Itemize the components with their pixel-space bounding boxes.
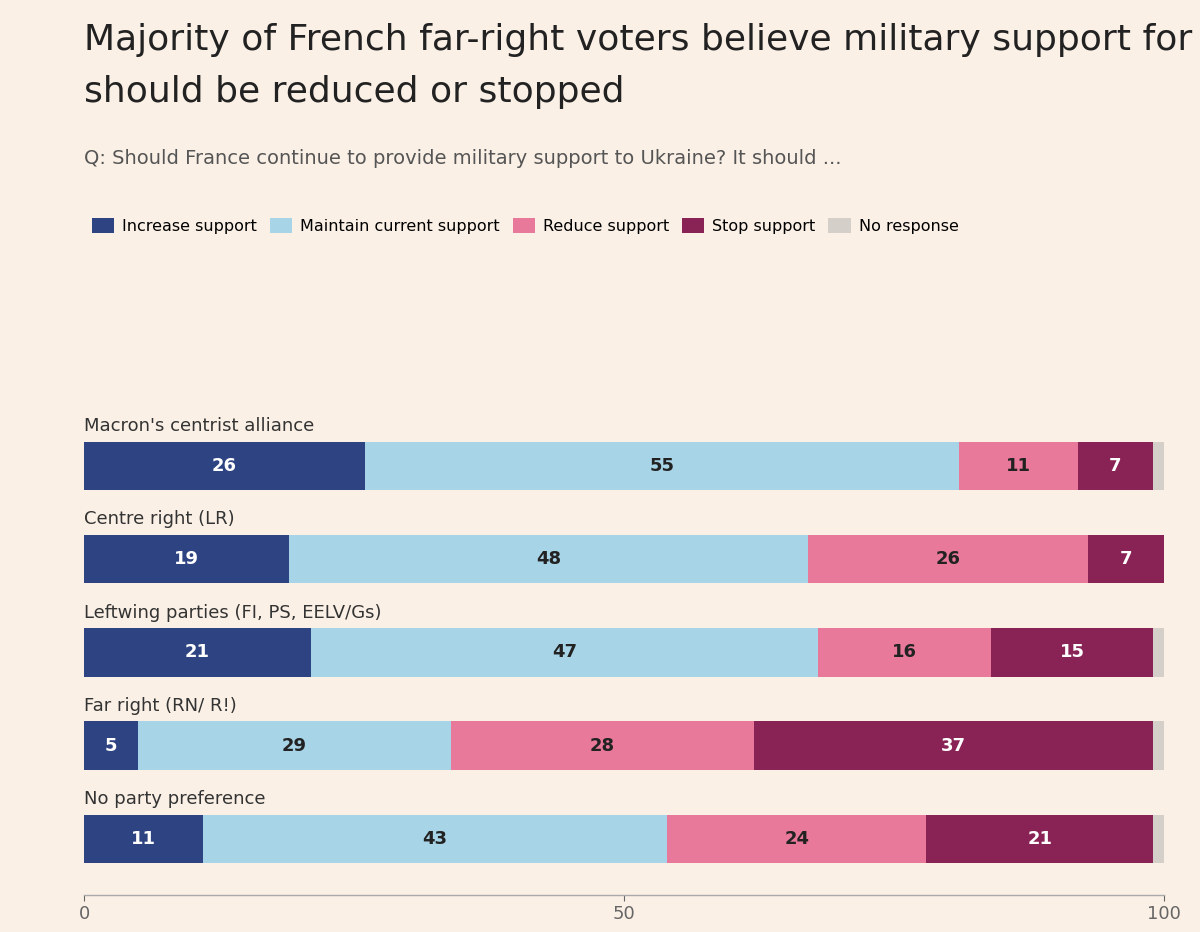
Bar bbox=[818, 628, 991, 677]
Bar bbox=[667, 815, 926, 863]
Text: 11: 11 bbox=[131, 829, 156, 848]
Bar bbox=[1153, 628, 1164, 677]
Bar bbox=[959, 442, 1078, 490]
Bar bbox=[84, 628, 311, 677]
Bar bbox=[1153, 721, 1164, 770]
Bar bbox=[754, 721, 1153, 770]
Bar bbox=[289, 535, 808, 583]
Legend: Increase support, Maintain current support, Reduce support, Stop support, No res: Increase support, Maintain current suppo… bbox=[92, 218, 959, 234]
Text: 5: 5 bbox=[104, 736, 118, 755]
Bar bbox=[84, 442, 365, 490]
Text: 21: 21 bbox=[185, 643, 210, 662]
Text: Centre right (LR): Centre right (LR) bbox=[84, 511, 235, 528]
Bar bbox=[808, 535, 1088, 583]
Text: 43: 43 bbox=[422, 829, 448, 848]
Text: 16: 16 bbox=[893, 643, 917, 662]
Text: 26: 26 bbox=[936, 550, 960, 569]
Text: 29: 29 bbox=[282, 736, 307, 755]
Text: 47: 47 bbox=[552, 643, 577, 662]
Text: Leftwing parties (FI, PS, EELV/Gs): Leftwing parties (FI, PS, EELV/Gs) bbox=[84, 604, 382, 622]
Text: 26: 26 bbox=[212, 457, 236, 475]
Text: 11: 11 bbox=[1006, 457, 1031, 475]
Bar bbox=[203, 815, 667, 863]
Bar bbox=[1153, 815, 1164, 863]
Text: 21: 21 bbox=[1027, 829, 1052, 848]
Text: 7: 7 bbox=[1109, 457, 1122, 475]
Text: 37: 37 bbox=[941, 736, 966, 755]
Bar bbox=[1078, 442, 1153, 490]
Text: 15: 15 bbox=[1060, 643, 1085, 662]
Text: 24: 24 bbox=[785, 829, 809, 848]
Bar bbox=[311, 628, 818, 677]
Bar bbox=[365, 442, 959, 490]
Bar bbox=[84, 721, 138, 770]
Text: 28: 28 bbox=[590, 736, 614, 755]
Bar bbox=[991, 628, 1153, 677]
Text: Macron's centrist alliance: Macron's centrist alliance bbox=[84, 418, 314, 435]
Text: Majority of French far-right voters believe military support for Ukraine: Majority of French far-right voters beli… bbox=[84, 23, 1200, 57]
Bar bbox=[84, 535, 289, 583]
Text: 55: 55 bbox=[649, 457, 674, 475]
Text: 19: 19 bbox=[174, 550, 199, 569]
Bar bbox=[926, 815, 1153, 863]
Text: 48: 48 bbox=[536, 550, 560, 569]
Text: Q: Should France continue to provide military support to Ukraine? It should ...: Q: Should France continue to provide mil… bbox=[84, 149, 841, 168]
Text: Far right (RN/ R!): Far right (RN/ R!) bbox=[84, 697, 236, 715]
Bar bbox=[1088, 535, 1164, 583]
Bar bbox=[1153, 442, 1164, 490]
Bar bbox=[138, 721, 451, 770]
Bar bbox=[84, 815, 203, 863]
Text: No party preference: No party preference bbox=[84, 790, 265, 808]
Text: 7: 7 bbox=[1120, 550, 1133, 569]
Text: should be reduced or stopped: should be reduced or stopped bbox=[84, 75, 624, 108]
Bar bbox=[451, 721, 754, 770]
